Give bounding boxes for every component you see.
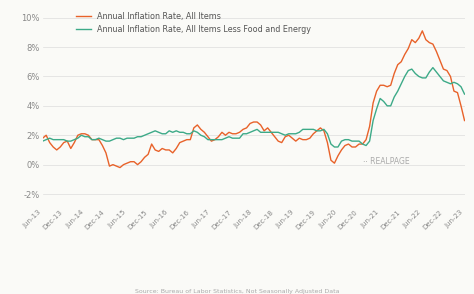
- Line: Annual Inflation Rate, All Items: Annual Inflation Rate, All Items: [43, 31, 465, 168]
- Annual Inflation Rate, All Items: [462, 119, 467, 122]
- Annual Inflation Rate, All Items: [419, 29, 425, 33]
- Text: ⋅⋅ REALPAGE: ⋅⋅ REALPAGE: [363, 157, 410, 166]
- Text: Source: Bureau of Labor Statistics, Not Seasonally Adjusted Data: Source: Bureau of Labor Statistics, Not …: [135, 288, 339, 293]
- Annual Inflation Rate, All Items: [40, 136, 46, 140]
- Line: Annual Inflation Rate, All Items Less Food and Energy: Annual Inflation Rate, All Items Less Fo…: [43, 68, 465, 147]
- Annual Inflation Rate, All Items Less Food and Energy: [138, 135, 144, 138]
- Annual Inflation Rate, All Items: [117, 166, 123, 169]
- Annual Inflation Rate, All Items Less Food and Energy: [441, 79, 447, 83]
- Annual Inflation Rate, All Items: [307, 136, 313, 140]
- Annual Inflation Rate, All Items Less Food and Energy: [303, 128, 309, 131]
- Annual Inflation Rate, All Items Less Food and Energy: [325, 132, 330, 136]
- Annual Inflation Rate, All Items Less Food and Energy: [332, 145, 337, 149]
- Annual Inflation Rate, All Items: [223, 133, 228, 137]
- Annual Inflation Rate, All Items Less Food and Energy: [219, 138, 225, 141]
- Annual Inflation Rate, All Items: [328, 158, 334, 162]
- Annual Inflation Rate, All Items Less Food and Energy: [430, 66, 436, 69]
- Annual Inflation Rate, All Items: [82, 132, 88, 136]
- Annual Inflation Rate, All Items Less Food and Energy: [462, 92, 467, 96]
- Annual Inflation Rate, All Items Less Food and Energy: [40, 139, 46, 143]
- Annual Inflation Rate, All Items Less Food and Energy: [82, 135, 88, 138]
- Legend: Annual Inflation Rate, All Items, Annual Inflation Rate, All Items Less Food and: Annual Inflation Rate, All Items, Annual…: [76, 12, 311, 34]
- Annual Inflation Rate, All Items: [441, 67, 447, 71]
- Annual Inflation Rate, All Items: [142, 156, 147, 159]
